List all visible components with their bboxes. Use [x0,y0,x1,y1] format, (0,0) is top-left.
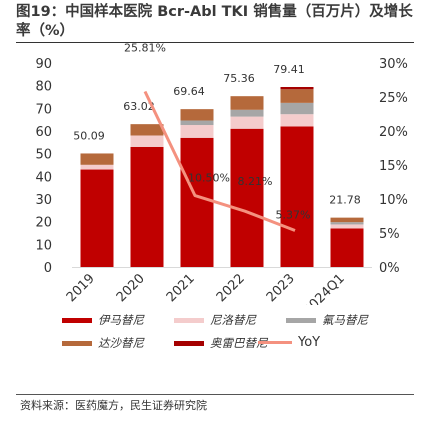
bar-total-label: 50.09 [73,129,105,142]
legend-label: 氟马替尼 [322,313,368,327]
bar-segment [330,217,364,223]
y-left-tick-label: 80 [35,80,52,95]
bar-total-label: 75.36 [223,72,255,85]
y-right-tick-label: 20% [379,125,408,140]
legend-label: 伊马替尼 [98,313,144,327]
yoy-data-label: 5.37% [276,208,311,221]
source-divider [16,394,414,395]
y-right-tick-label: 10% [379,193,408,208]
y-left-tick-label: 20 [35,216,52,231]
legend-item: 尼洛替尼 [174,312,256,328]
yoy-data-label: 10.50% [188,172,230,185]
bar-total-label: 69.64 [173,85,205,98]
legend-label: 尼洛替尼 [210,313,256,327]
y-left-tick-label: 40 [35,170,52,185]
source-note: 资料来源：医药魔方，民生证券研究院 [20,399,207,412]
title-divider [16,42,414,43]
legend-item: 氟马替尼 [286,312,368,328]
bar-segment [80,164,114,170]
bar-segment [230,109,264,117]
x-tick-label: 2020 [114,271,148,305]
y-right-tick-label: 15% [379,159,408,174]
y-left-tick-label: 70 [35,102,52,117]
legend-color-swatch [174,340,204,346]
y-right-tick-label: 5% [379,227,400,242]
bar-segment [80,169,114,267]
x-tick-label: 2021 [164,271,198,305]
bar-segment [180,109,214,121]
legend-label: YoY [298,335,321,350]
bar-total-label: 79.41 [273,63,305,76]
legend-item: 达沙替尼 [62,335,144,351]
legend-color-swatch [174,317,204,323]
bar-segment [130,124,164,136]
bar-line-chart: 0 10 20 30 40 50 60 70 80 90 0% 5% 10% 15% 20% 25% 30% 50… [35,41,408,305]
y-right-tick-label: 0% [379,261,400,276]
x-tick-label: 2022 [214,271,248,305]
bar-segment [130,146,164,267]
legend-label: 奥雷巴替尼 [210,336,268,350]
y-left-tick-label: 90 [35,57,52,72]
chart-title: 图19：中国样本医院 Bcr-Abl TKI 销售量（百万片）及增长率（%） [16,4,413,39]
legend-color-swatch [62,340,92,346]
bar-segment [230,128,264,267]
yoy-data-label: 8.21% [238,175,273,188]
legend-item: 奥雷巴替尼 [174,335,268,351]
legend-line-swatch [258,341,292,344]
bar-segment [330,228,364,267]
legend-color-swatch [62,317,92,323]
y-right-tick-label: 25% [379,91,408,106]
bar-segment [280,87,314,90]
bar-segment [180,137,214,267]
bar-segment [180,120,214,126]
bar-segment [180,125,214,138]
bar-total-label: 63.02 [123,100,155,113]
bar-segment [230,116,264,129]
bar-segment [80,153,114,165]
legend-item: 伊马替尼 [62,312,144,328]
bar-segment [280,114,314,127]
y-right-tick-label: 30% [379,57,408,72]
yoy-data-label: 25.81% [124,41,166,54]
y-left-tick-label: 10 [35,238,52,253]
bar-segment [330,224,364,229]
y-left-tick-label: 30 [35,193,52,208]
x-tick-label: 2024Q1 [301,271,348,305]
bar-segment [280,89,314,103]
bar-segment [330,222,364,225]
y-left-tick-label: 50 [35,148,52,163]
bar-total-label: 21.78 [329,194,361,207]
y-left-tick-label: 0 [44,261,52,276]
yoy-line [143,90,296,232]
x-tick-label: 2023 [264,271,298,305]
bar-segment [130,135,164,147]
legend-item: YoY [258,335,320,350]
legend-color-swatch [286,317,316,323]
y-left-tick-label: 60 [35,125,52,140]
bar-segment [230,96,264,110]
bar-segment [280,126,314,267]
bar-segment [280,102,314,115]
legend-label: 达沙替尼 [98,336,144,350]
x-tick-label: 2019 [64,271,98,305]
